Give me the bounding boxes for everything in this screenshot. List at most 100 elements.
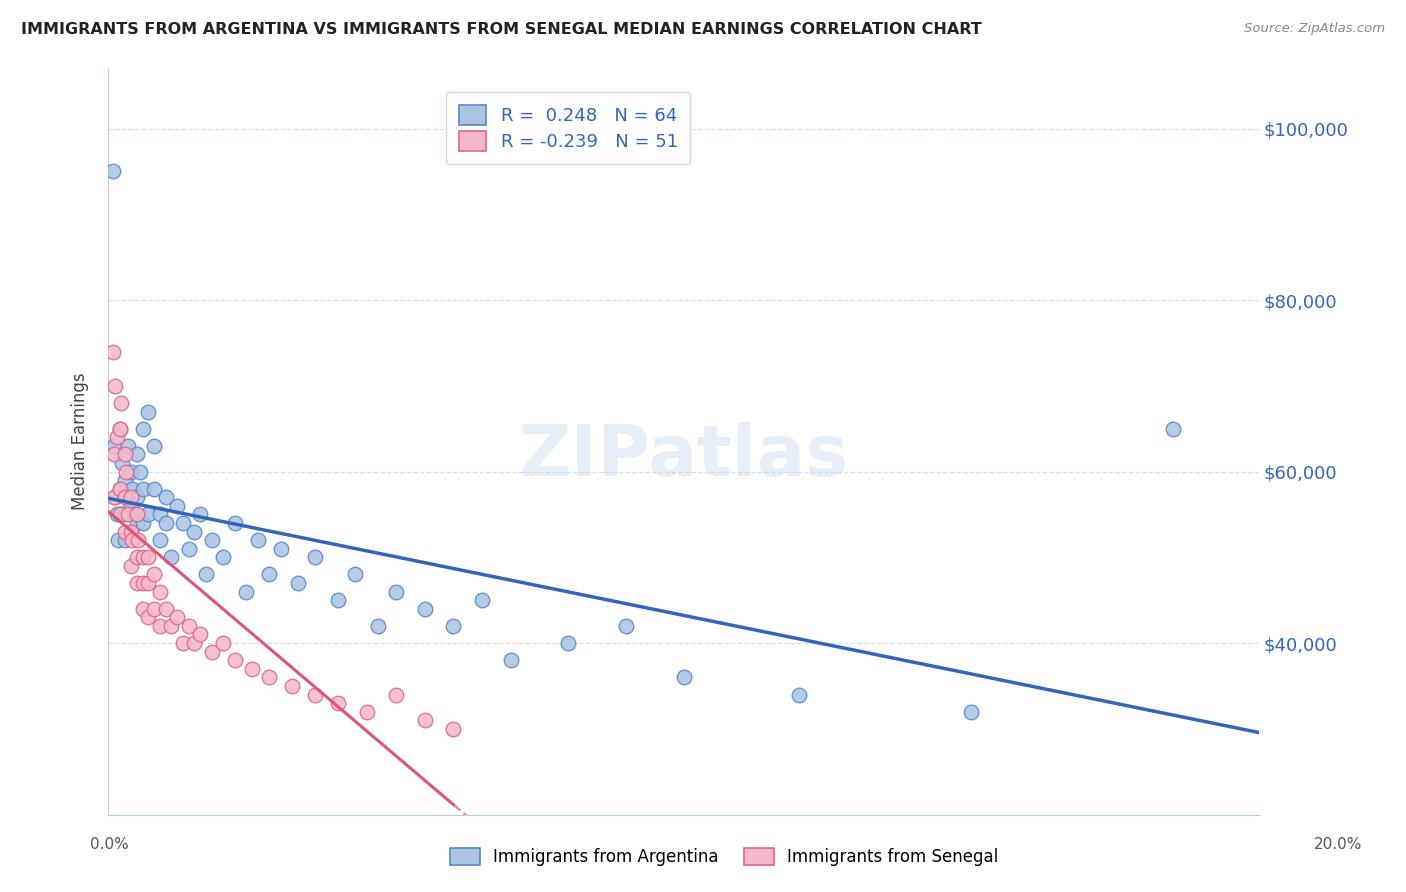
Point	[384, 584, 406, 599]
Point	[114, 473, 136, 487]
Point	[143, 601, 166, 615]
Point	[143, 567, 166, 582]
Y-axis label: Median Earnings: Median Earnings	[72, 373, 89, 510]
Point	[117, 439, 139, 453]
Point	[257, 670, 280, 684]
Point	[127, 533, 149, 548]
Point	[125, 490, 148, 504]
Point	[114, 533, 136, 548]
Point	[131, 601, 153, 615]
Point	[149, 584, 172, 599]
Point	[110, 396, 132, 410]
Point	[356, 705, 378, 719]
Point	[108, 422, 131, 436]
Point	[367, 619, 389, 633]
Point	[115, 490, 138, 504]
Point	[136, 610, 159, 624]
Point	[131, 422, 153, 436]
Point	[614, 619, 637, 633]
Point	[103, 447, 125, 461]
Point	[787, 688, 810, 702]
Point	[177, 541, 200, 556]
Point	[120, 524, 142, 539]
Point	[136, 404, 159, 418]
Point	[200, 533, 222, 548]
Point	[101, 164, 124, 178]
Point	[441, 722, 464, 736]
Point	[143, 439, 166, 453]
Point	[212, 636, 235, 650]
Point	[172, 636, 194, 650]
Point	[125, 576, 148, 591]
Point	[101, 344, 124, 359]
Point	[110, 508, 132, 522]
Point	[149, 533, 172, 548]
Point	[103, 439, 125, 453]
Point	[188, 627, 211, 641]
Point	[413, 601, 436, 615]
Point	[177, 619, 200, 633]
Point	[413, 713, 436, 727]
Point	[304, 550, 326, 565]
Point	[131, 482, 153, 496]
Point	[384, 688, 406, 702]
Point	[136, 550, 159, 565]
Point	[120, 524, 142, 539]
Point	[121, 533, 143, 548]
Point	[499, 653, 522, 667]
Point	[125, 508, 148, 522]
Point	[125, 550, 148, 565]
Point	[122, 508, 145, 522]
Point	[155, 516, 177, 530]
Point	[304, 688, 326, 702]
Point	[143, 482, 166, 496]
Point	[105, 430, 128, 444]
Point	[108, 422, 131, 436]
Legend: Immigrants from Argentina, Immigrants from Senegal: Immigrants from Argentina, Immigrants fr…	[443, 841, 1005, 873]
Point	[155, 601, 177, 615]
Point	[114, 524, 136, 539]
Point	[120, 558, 142, 573]
Text: 0.0%: 0.0%	[90, 837, 129, 852]
Point	[114, 490, 136, 504]
Point	[128, 465, 150, 479]
Point	[104, 379, 127, 393]
Point	[328, 593, 350, 607]
Point	[441, 619, 464, 633]
Point	[235, 584, 257, 599]
Point	[125, 447, 148, 461]
Point	[108, 482, 131, 496]
Point	[131, 576, 153, 591]
Point	[960, 705, 983, 719]
Point	[224, 653, 246, 667]
Point	[120, 465, 142, 479]
Point	[166, 610, 188, 624]
Point	[108, 508, 131, 522]
Point	[328, 696, 350, 710]
Text: 20.0%: 20.0%	[1315, 837, 1362, 852]
Point	[149, 508, 172, 522]
Point	[149, 619, 172, 633]
Point	[200, 645, 222, 659]
Point	[281, 679, 304, 693]
Point	[270, 541, 292, 556]
Point	[188, 508, 211, 522]
Point	[136, 508, 159, 522]
Point	[224, 516, 246, 530]
Point	[183, 636, 205, 650]
Point	[114, 447, 136, 461]
Point	[557, 636, 579, 650]
Point	[672, 670, 695, 684]
Point	[172, 516, 194, 530]
Point	[160, 619, 183, 633]
Text: IMMIGRANTS FROM ARGENTINA VS IMMIGRANTS FROM SENEGAL MEDIAN EARNINGS CORRELATION: IMMIGRANTS FROM ARGENTINA VS IMMIGRANTS …	[21, 22, 981, 37]
Point	[183, 524, 205, 539]
Point	[287, 576, 309, 591]
Point	[103, 490, 125, 504]
Point	[160, 550, 183, 565]
Point	[131, 516, 153, 530]
Point	[344, 567, 367, 582]
Point	[108, 482, 131, 496]
Point	[111, 456, 134, 470]
Point	[120, 490, 142, 504]
